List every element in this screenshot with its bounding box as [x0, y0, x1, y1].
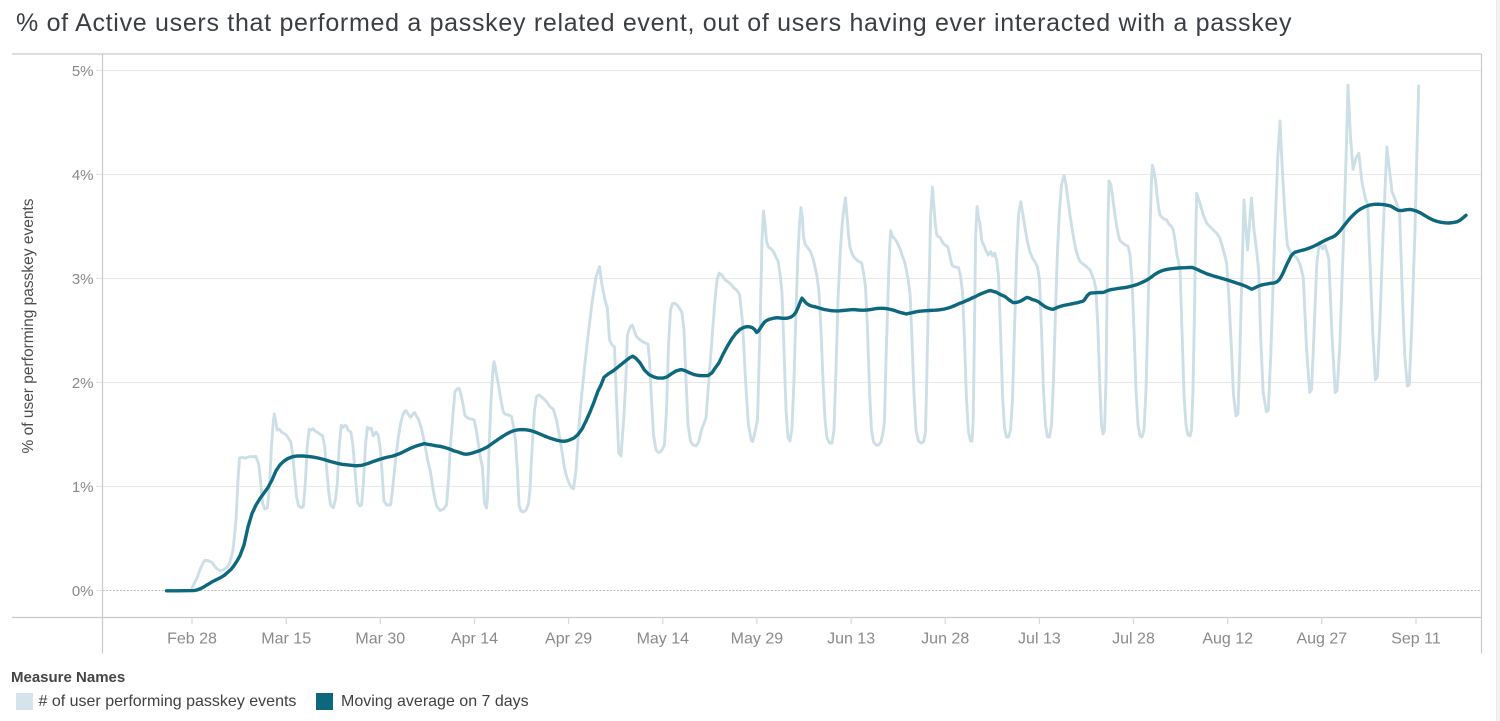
svg-text:Jun 13: Jun 13 — [827, 631, 875, 648]
svg-text:% of user performing passkey e: % of user performing passkey events — [20, 198, 37, 453]
svg-text:Apr 29: Apr 29 — [545, 631, 592, 648]
svg-text:Jul 28: Jul 28 — [1112, 631, 1155, 648]
svg-text:Mar 30: Mar 30 — [355, 631, 405, 648]
svg-text:0%: 0% — [72, 583, 94, 600]
svg-text:Feb 28: Feb 28 — [167, 631, 217, 648]
svg-text:Mar 15: Mar 15 — [261, 631, 311, 648]
svg-text:2%: 2% — [72, 375, 94, 392]
svg-text:May 29: May 29 — [731, 631, 784, 648]
svg-text:Aug 12: Aug 12 — [1202, 631, 1253, 648]
svg-text:Jul 13: Jul 13 — [1018, 631, 1061, 648]
svg-text:Apr 14: Apr 14 — [451, 631, 498, 648]
svg-text:3%: 3% — [72, 271, 94, 288]
svg-text:Sep 11: Sep 11 — [1391, 631, 1441, 648]
svg-text:Jun 28: Jun 28 — [921, 631, 969, 648]
svg-text:1%: 1% — [72, 479, 94, 496]
svg-text:May 14: May 14 — [637, 631, 690, 648]
svg-text:5%: 5% — [72, 63, 94, 80]
svg-text:Aug 27: Aug 27 — [1296, 631, 1347, 648]
svg-text:4%: 4% — [72, 167, 94, 184]
